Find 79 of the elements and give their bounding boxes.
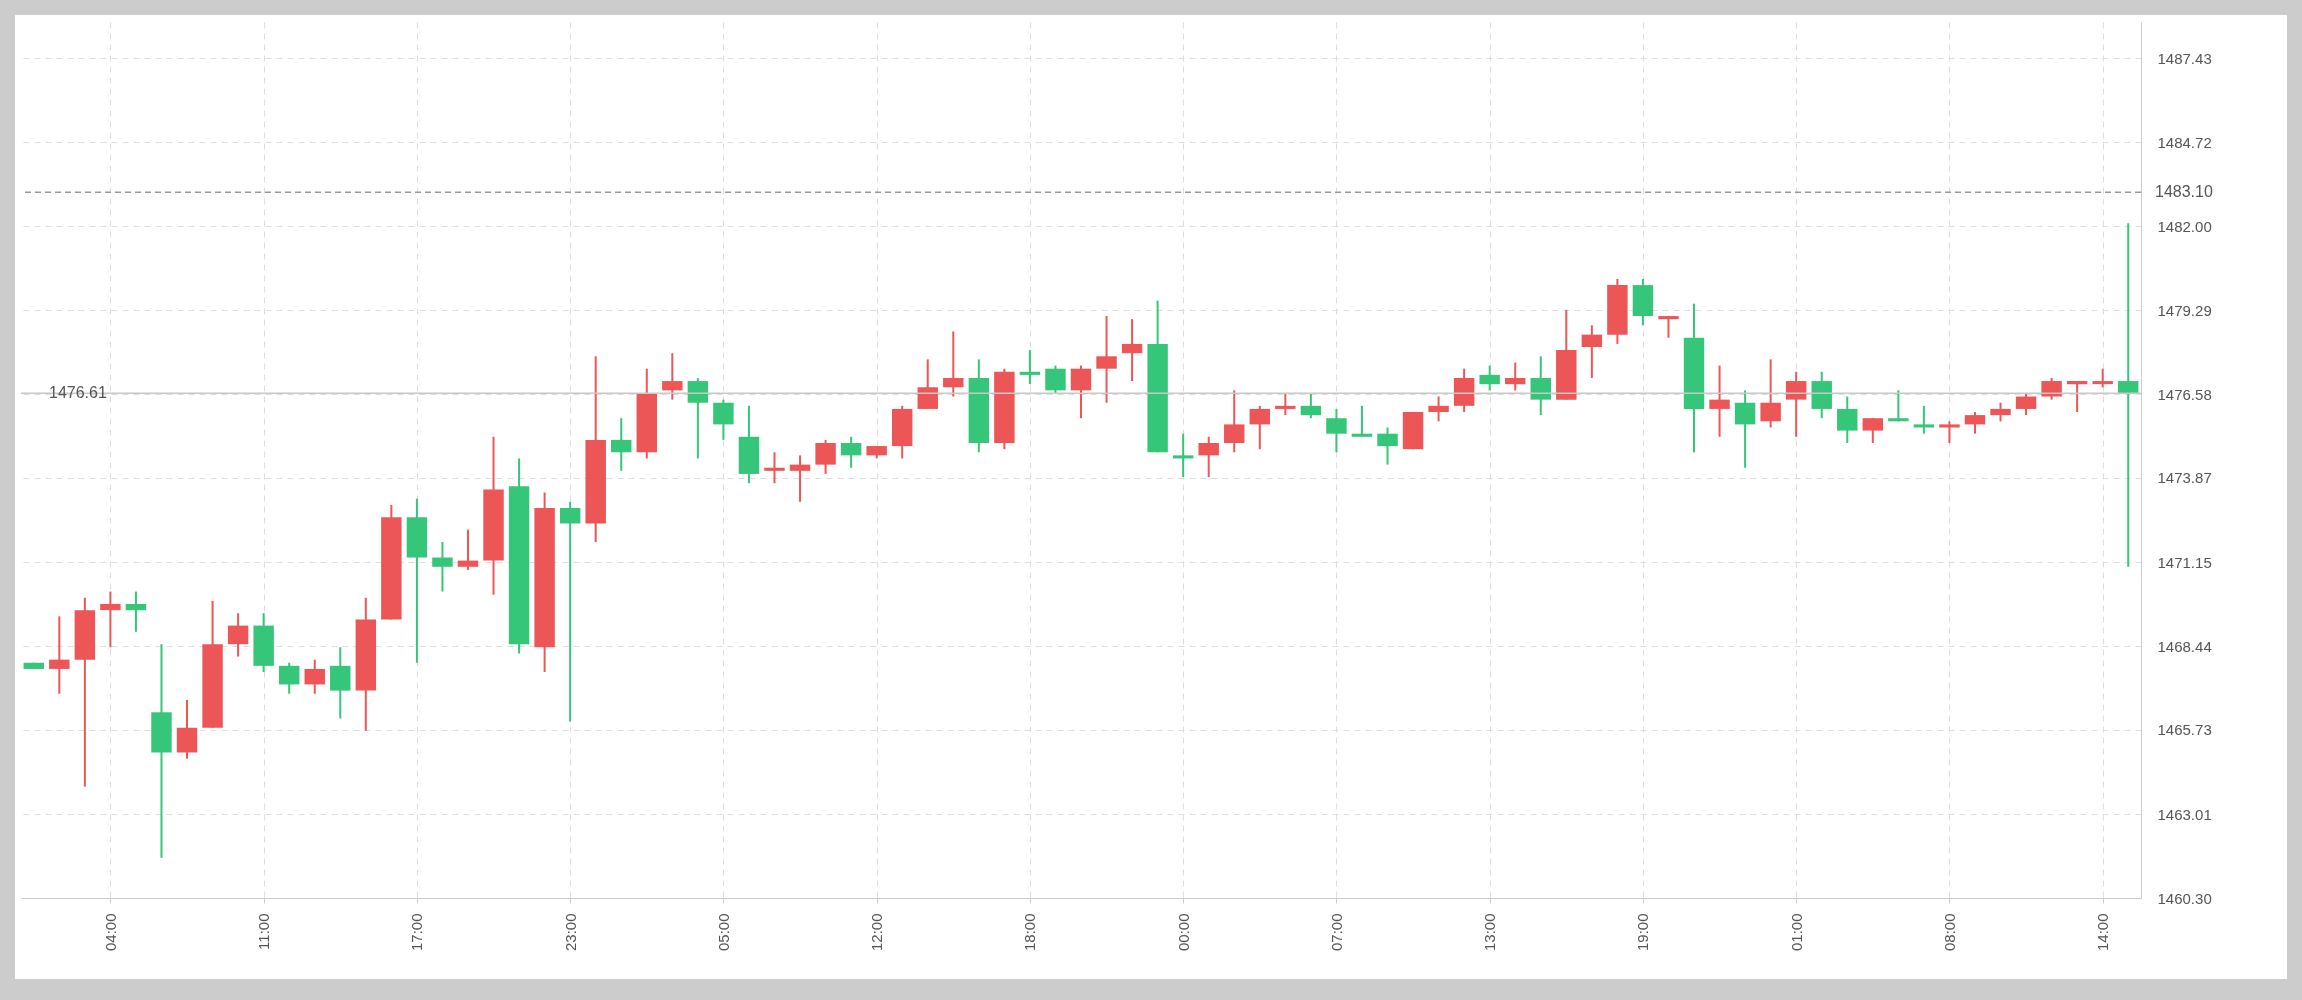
- candlestick: [1121, 318, 1143, 383]
- candlestick: [1913, 404, 1935, 435]
- x-tick-label: 23:00: [561, 913, 579, 952]
- y-tick-label: 1473.87: [2157, 469, 2212, 487]
- candlestick: [227, 612, 249, 658]
- candlestick: [304, 658, 325, 695]
- y-tick-label: 1482.00: [2157, 217, 2212, 235]
- x-tick-label: 04:00: [101, 913, 119, 952]
- x-tick-label: 05:00: [714, 913, 732, 952]
- candlestick: [1096, 315, 1117, 404]
- candlestick: [1428, 395, 1449, 423]
- candlestick: [2066, 380, 2088, 414]
- y-tick-label: 1463.01: [2157, 805, 2212, 823]
- candlestick: [1198, 435, 1219, 479]
- x-tick-label: 01:00: [1787, 913, 1805, 952]
- candlestick: [1862, 417, 1884, 444]
- candlestick: [1964, 411, 1986, 435]
- y-tick-label: 1468.44: [2157, 637, 2212, 655]
- candlestick: [687, 376, 709, 460]
- ref-line-label: 1483.10: [2155, 183, 2213, 201]
- candlestick: [559, 500, 581, 723]
- x-tick-label: 08:00: [1940, 913, 1958, 952]
- candlestick: [2092, 367, 2113, 389]
- y-tick-label: 1465.73: [2157, 721, 2212, 739]
- ref-line-label: 1476.61: [49, 384, 107, 402]
- x-tick-label: 14:00: [2094, 913, 2112, 952]
- candlestick: [2015, 392, 2037, 417]
- y-tick-label: 1476.58: [2157, 385, 2212, 403]
- candlestick: [1939, 420, 1960, 444]
- candlestick: [789, 454, 811, 503]
- candlestick: [100, 590, 121, 649]
- y-tick-label: 1484.72: [2157, 133, 2212, 151]
- y-tick-label: 1460.30: [2157, 889, 2212, 907]
- candlestick: [1837, 395, 1858, 444]
- candlestick: [713, 398, 734, 441]
- x-tick-label: 00:00: [1174, 913, 1192, 952]
- candlestick: [1888, 389, 1909, 423]
- candlestick: [278, 661, 300, 695]
- candlestick: [457, 528, 479, 571]
- candlestick: [1045, 364, 1066, 395]
- x-tick-label: 12:00: [868, 913, 886, 952]
- y-tick-label: 1487.43: [2157, 49, 2212, 67]
- candlestick: [49, 615, 70, 695]
- candlestick: [1275, 392, 1296, 417]
- x-tick-label: 17:00: [408, 913, 426, 952]
- candlestick: [1326, 407, 1347, 454]
- y-tick-label: 1479.29: [2157, 301, 2212, 319]
- x-tick-label: 18:00: [1021, 913, 1039, 952]
- candlestick: [1249, 404, 1271, 451]
- candlestick: [1505, 361, 1526, 392]
- candlestick: [1658, 315, 1679, 339]
- candlestick: [1300, 392, 1322, 420]
- x-tick-label: 13:00: [1481, 913, 1499, 952]
- candlestick: [917, 358, 938, 410]
- candlestick: [662, 352, 683, 401]
- candlestick: [1172, 432, 1194, 479]
- candlestick: [943, 330, 964, 398]
- y-tick-label: 1471.15: [2157, 553, 2212, 571]
- x-tick-label: 07:00: [1327, 913, 1345, 952]
- candlestick: [815, 438, 836, 475]
- candlestick: [1377, 426, 1398, 466]
- candlestick: [1530, 355, 1551, 417]
- candlestick: [432, 541, 453, 593]
- candlestick: [611, 417, 632, 472]
- candlestick: [1019, 349, 1041, 386]
- candlestick: [1760, 358, 1781, 429]
- candlestick: [1479, 364, 1500, 392]
- candlestick: [1990, 401, 2011, 423]
- x-tick-label: 19:00: [1634, 913, 1652, 952]
- candlestick: [764, 451, 785, 485]
- candlestick: [1581, 324, 1603, 379]
- candlestick: [1351, 404, 1373, 438]
- candlestick: [1224, 389, 1245, 454]
- x-tick-label: 11:00: [255, 913, 273, 950]
- candlestick: [125, 590, 147, 633]
- candlestick: [1070, 364, 1092, 420]
- candlestick: [1709, 364, 1730, 438]
- candlestick: [840, 435, 862, 469]
- candlestick: [1734, 389, 1756, 469]
